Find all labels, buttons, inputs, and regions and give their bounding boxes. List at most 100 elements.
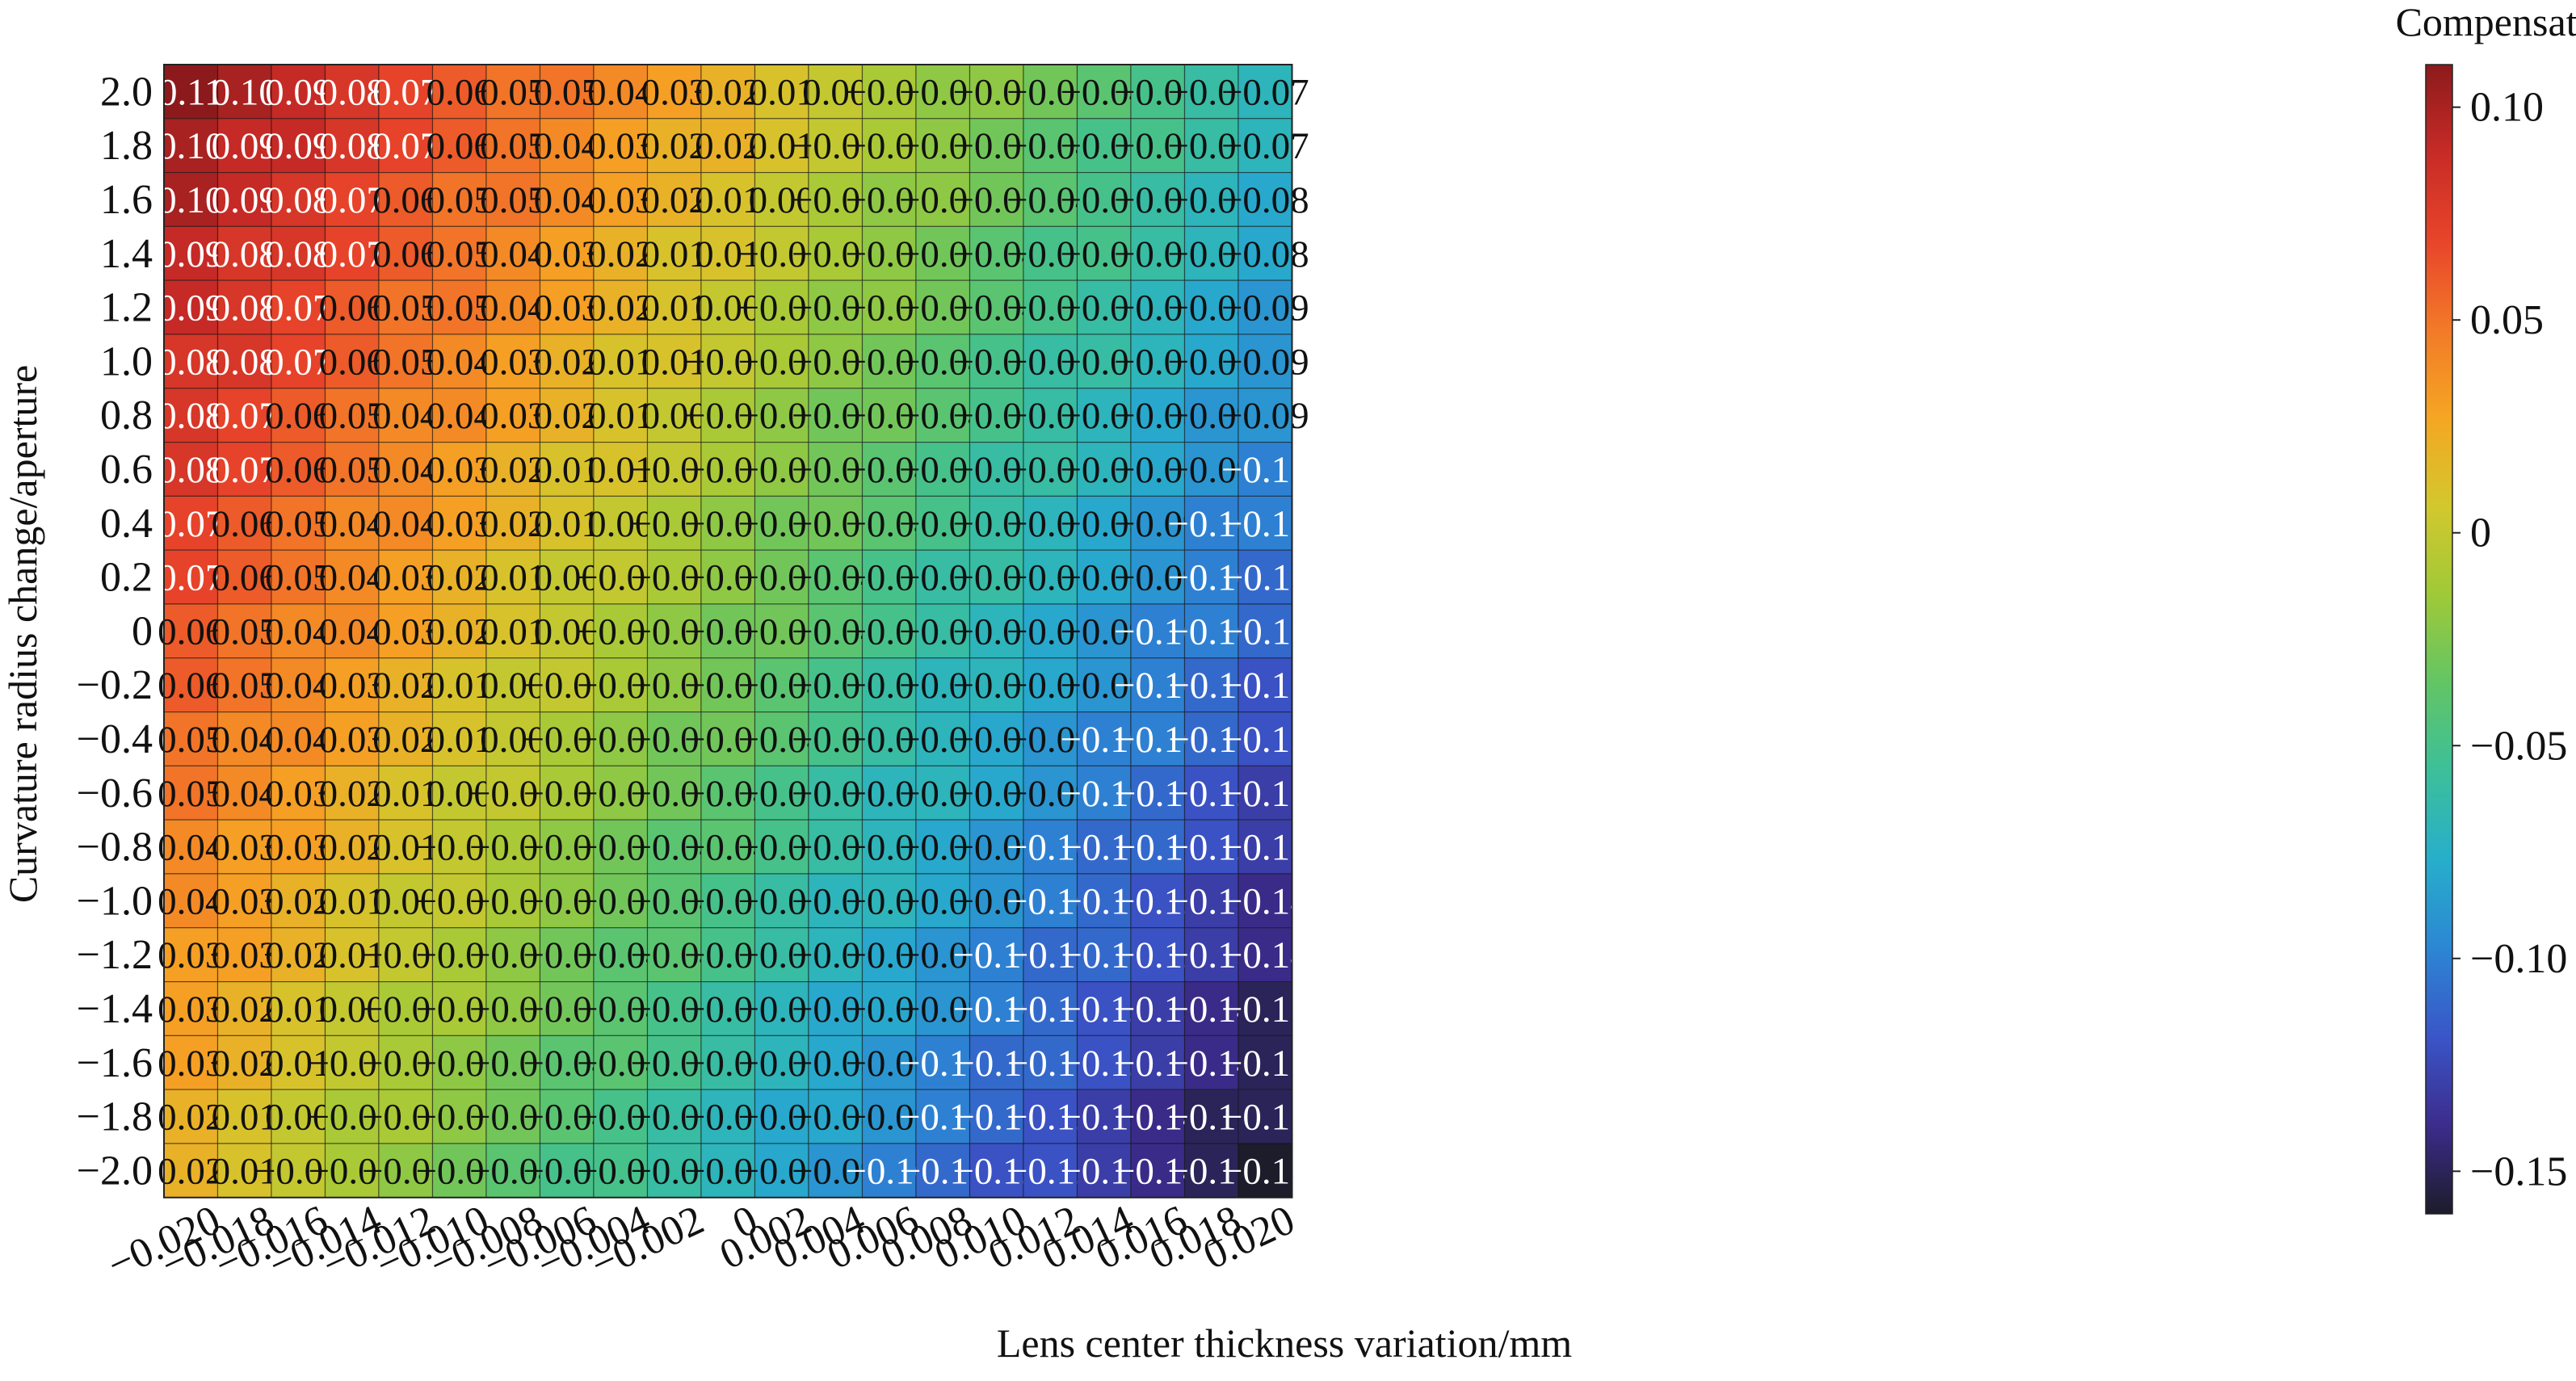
heatmap-cell bbox=[861, 279, 917, 335]
heatmap-cell bbox=[646, 873, 702, 929]
heatmap-cell bbox=[163, 334, 219, 389]
heatmap-cell bbox=[1238, 819, 1293, 875]
cell-value-label: 0.04 bbox=[158, 827, 224, 869]
heatmap-cell bbox=[431, 657, 487, 713]
cell-value-label: 0.02 bbox=[372, 665, 439, 707]
heatmap-cell bbox=[485, 172, 541, 228]
y-tick-label: 1.0 bbox=[100, 338, 153, 384]
cell-value-label: 0.05 bbox=[265, 557, 331, 599]
cell-value-label: 0.01 bbox=[480, 557, 546, 599]
heatmap-cell bbox=[539, 1143, 595, 1198]
cell-value-label: 0.05 bbox=[319, 395, 385, 437]
heatmap-cell bbox=[485, 118, 541, 174]
heatmap-cell bbox=[1023, 441, 1078, 497]
cell-value-label: 0.02 bbox=[695, 125, 761, 167]
heatmap-cell bbox=[324, 441, 380, 497]
y-tick-label: −0.6 bbox=[77, 770, 153, 816]
heatmap-cell bbox=[915, 388, 971, 443]
cell-value-label: 0.01 bbox=[641, 288, 708, 330]
cell-value-label: 0.02 bbox=[587, 233, 653, 275]
heatmap-cell bbox=[1023, 927, 1078, 983]
y-tick-label: 1.4 bbox=[100, 231, 153, 277]
y-tick-label: −0.8 bbox=[77, 825, 153, 871]
heatmap-cell bbox=[915, 711, 971, 766]
cell-value-label: 0.01 bbox=[319, 934, 385, 976]
heatmap-cell bbox=[539, 819, 595, 875]
heatmap-cell bbox=[485, 1089, 541, 1144]
heatmap-cell bbox=[216, 225, 272, 281]
cell-value-label: 0.05 bbox=[480, 71, 546, 113]
heatmap-cell bbox=[1238, 279, 1293, 335]
heatmap-cell bbox=[646, 1143, 702, 1198]
cell-value-label: 0.04 bbox=[372, 449, 439, 491]
heatmap-cell bbox=[431, 388, 487, 443]
cell-value-label: 0.03 bbox=[319, 719, 385, 761]
heatmap-cell bbox=[271, 603, 326, 659]
heatmap-cell bbox=[431, 927, 487, 983]
heatmap-cell bbox=[646, 711, 702, 766]
heatmap-cell bbox=[1076, 980, 1132, 1036]
heatmap-cell bbox=[324, 1089, 380, 1144]
cell-value-label: 0.06 bbox=[158, 611, 224, 653]
y-axis-title: Curvature radius change/aperture bbox=[0, 365, 45, 903]
cell-value-label: 0.01 bbox=[480, 611, 546, 653]
heatmap-cell bbox=[163, 64, 219, 120]
heatmap-cell bbox=[861, 927, 917, 983]
heatmap-cell bbox=[808, 980, 864, 1036]
cell-value-label: 0.00 bbox=[534, 611, 600, 653]
cell-value-label: 0.01 bbox=[427, 719, 493, 761]
y-tick-label: 0.4 bbox=[100, 501, 153, 547]
heatmap-cell bbox=[1183, 819, 1239, 875]
heatmap-cell bbox=[861, 1089, 917, 1144]
heatmap-cell bbox=[216, 334, 272, 389]
heatmap-cell bbox=[915, 819, 971, 875]
cell-value-label: −0.14 bbox=[1221, 880, 1309, 922]
cell-value-label: 0.01 bbox=[749, 125, 815, 167]
heatmap-cell bbox=[1183, 657, 1239, 713]
cell-value-label: 0.05 bbox=[265, 503, 331, 545]
heatmap-cell bbox=[1023, 657, 1078, 713]
cell-value-label: −0.09 bbox=[1221, 395, 1309, 437]
heatmap-cell bbox=[593, 819, 649, 875]
cell-value-label: 0.03 bbox=[212, 934, 278, 976]
cell-value-label: 0.04 bbox=[534, 125, 600, 167]
heatmap-cell bbox=[1076, 1035, 1132, 1090]
heatmap-cell bbox=[485, 873, 541, 929]
cell-value-label: −0.09 bbox=[1221, 341, 1309, 383]
heatmap-cell bbox=[593, 279, 649, 335]
heatmap-cell bbox=[861, 765, 917, 821]
cell-value-label: 0.05 bbox=[319, 449, 385, 491]
heatmap-cell bbox=[163, 603, 219, 659]
cell-value-label: 0.10 bbox=[158, 179, 224, 221]
cell-value-label: 0.11 bbox=[158, 71, 224, 113]
heatmap-cell bbox=[539, 980, 595, 1036]
cell-value-label: −0.15 bbox=[1221, 1097, 1309, 1139]
cell-value-label: 0.01 bbox=[587, 449, 653, 491]
heatmap-cell bbox=[216, 1035, 272, 1090]
heatmap-cell bbox=[1183, 873, 1239, 929]
cell-value-label: 0.07 bbox=[212, 395, 278, 437]
colorbar-tick-label: −0.10 bbox=[2470, 936, 2567, 982]
heatmap-cell bbox=[1130, 711, 1186, 766]
heatmap-cell bbox=[485, 819, 541, 875]
heatmap-cell bbox=[1076, 388, 1132, 443]
cell-value-label: 0.02 bbox=[319, 827, 385, 869]
cell-value-label: 0.02 bbox=[212, 1043, 278, 1085]
heatmap-cell bbox=[1130, 980, 1186, 1036]
heatmap-cell bbox=[216, 118, 272, 174]
heatmap-cell bbox=[378, 711, 434, 766]
cell-value-label: 0.03 bbox=[587, 125, 653, 167]
heatmap-cell bbox=[1130, 495, 1186, 551]
heatmap-cell bbox=[1023, 172, 1078, 228]
heatmap-cell bbox=[324, 819, 380, 875]
cell-value-label: 0.02 bbox=[641, 125, 708, 167]
heatmap-cell bbox=[1023, 603, 1078, 659]
cell-value-label: 0.02 bbox=[158, 1097, 224, 1139]
cell-value-label: 0.00 bbox=[319, 989, 385, 1031]
heatmap-cell bbox=[163, 279, 219, 335]
heatmap-cell bbox=[593, 1143, 649, 1198]
heatmap-cell bbox=[216, 495, 272, 551]
cell-value-label: −0.07 bbox=[1221, 125, 1309, 167]
heatmap-cell bbox=[700, 819, 756, 875]
heatmap-cell bbox=[1183, 765, 1239, 821]
